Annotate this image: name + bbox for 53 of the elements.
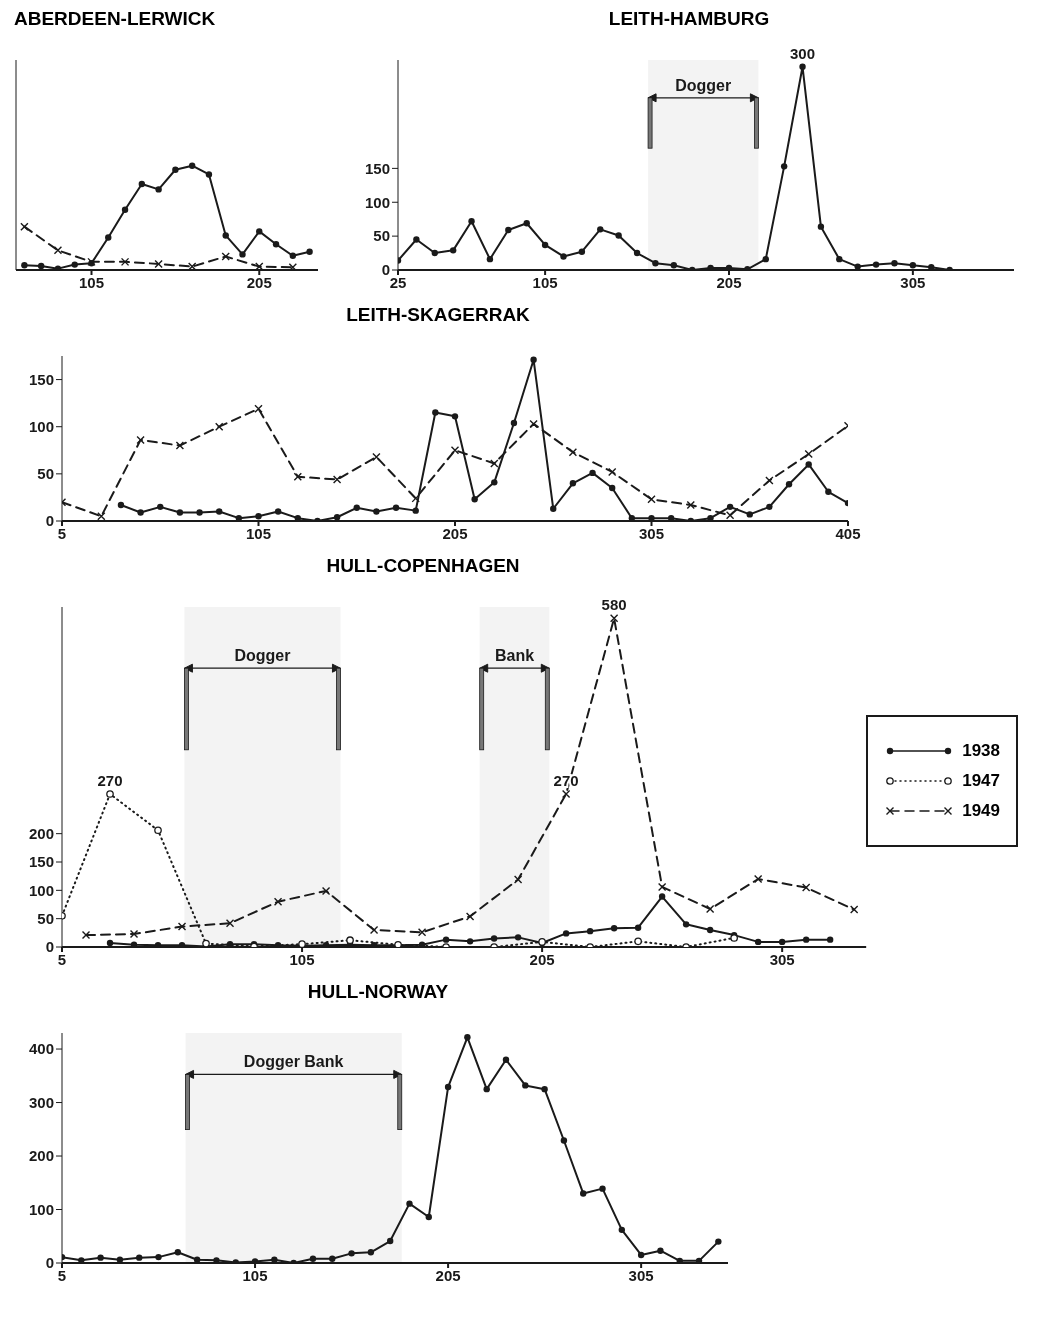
x-tick-label: 205	[716, 273, 742, 291]
y-tick-label: 300	[28, 1093, 54, 1111]
annotation: 270	[553, 772, 579, 789]
x-tick-label: 405	[835, 524, 861, 542]
y-tick-label: 0	[381, 261, 390, 279]
x-tick-label: 305	[769, 950, 795, 968]
x-tick-label: 25	[389, 273, 407, 291]
y-tick-label: 50	[37, 909, 54, 927]
y-tick-label: 100	[28, 881, 54, 899]
y-tick-label: 100	[28, 418, 54, 436]
x-tick-label: 105	[245, 524, 272, 542]
y-tick-label: 200	[28, 1147, 54, 1165]
annotation: 270	[97, 772, 123, 789]
y-tick-label: 400	[28, 1040, 54, 1058]
x-tick-label: 205	[246, 273, 272, 291]
chart-title: HULL-COPENHAGEN	[325, 555, 521, 578]
band-label: Dogger Bank	[243, 1053, 344, 1071]
y-tick-label: 100	[28, 1200, 54, 1218]
y-tick-label: 0	[45, 512, 54, 530]
chart-title: LEITH-HAMBURG	[607, 8, 771, 31]
legend-label: 1949	[962, 801, 1000, 821]
x-tick-label: 5	[57, 950, 67, 968]
annotation: 580	[601, 596, 627, 614]
x-tick-label: 305	[900, 273, 926, 291]
band-label: Dogger	[675, 76, 732, 94]
y-tick-label: 150	[28, 370, 54, 388]
x-tick-label: 105	[532, 273, 558, 291]
x-tick-label: 105	[289, 950, 315, 968]
x-tick-label: 305	[638, 524, 665, 542]
y-tick-label: 150	[28, 853, 54, 871]
x-tick-label: 305	[628, 1266, 654, 1284]
x-tick-label: 105	[242, 1266, 268, 1284]
chart-title: HULL-NORWAY	[306, 981, 450, 1004]
y-tick-label: 100	[364, 193, 390, 211]
x-tick-label: 205	[529, 950, 555, 968]
y-tick-label: 50	[37, 465, 54, 483]
annotation: 300	[790, 44, 816, 62]
band-label: Dogger	[234, 647, 291, 665]
y-tick-label: 50	[373, 227, 390, 245]
x-tick-label: 5	[57, 524, 67, 542]
x-tick-label: 105	[78, 273, 105, 291]
legend-label: 1947	[962, 771, 1000, 791]
x-tick-label: 5	[57, 1266, 67, 1284]
y-tick-label: 150	[364, 159, 390, 177]
chart-title: LEITH-SKAGERRAK	[345, 304, 531, 327]
y-tick-label: 0	[45, 938, 54, 956]
y-tick-label: 200	[28, 824, 54, 842]
y-tick-label: 0	[45, 1254, 54, 1272]
chart-title: ABERDEEN-LERWICK	[13, 8, 217, 31]
x-tick-label: 205	[435, 1266, 461, 1284]
legend-label: 1938	[962, 741, 1000, 761]
x-tick-label: 205	[442, 524, 468, 542]
band-label: Bank	[494, 647, 535, 665]
